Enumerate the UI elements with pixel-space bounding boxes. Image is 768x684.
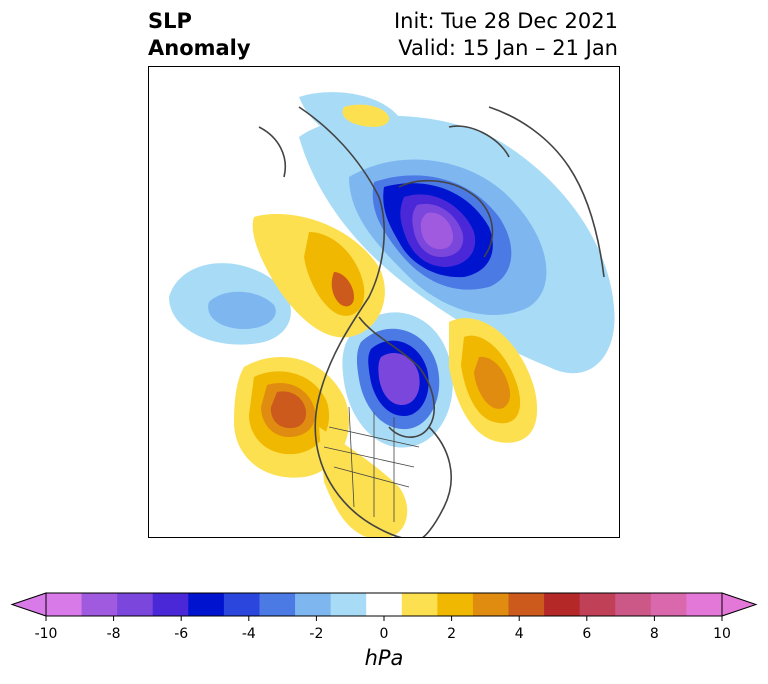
colorbar-bin [544,593,581,616]
colorbar-units: hPa [364,646,404,670]
colorbar-tick-label: -8 [106,626,121,642]
colorbar-bin [579,593,616,616]
colorbar-tick-label: 10 [713,626,731,642]
colorbar-bin [152,593,189,616]
colorbar-tick-label: 6 [582,626,592,642]
colorbar-bin [81,593,118,616]
colorbar-bin [223,593,260,616]
title-line-1: SLP [148,9,192,33]
colorbar-bin [508,593,545,616]
colorbar-tick-label: 2 [447,626,457,642]
colorbar-bin [686,593,723,616]
colorbar-tick-label: -6 [174,626,189,642]
colorbar-tick-label: 4 [514,626,524,642]
colorbar-tick-label: -4 [241,626,256,642]
west-coast-high-anomaly [234,357,408,537]
canada-high-anomaly [252,104,390,338]
colorbar-tick-label: 8 [649,626,659,642]
colorbar-tick-label: 0 [379,626,389,642]
colorbar-graphic [10,592,758,621]
title-line-2: Anomaly [148,36,251,60]
run-info: Init: Tue 28 Dec 2021 Valid: 15 Jan – 21… [394,8,618,62]
colorbar [0,580,768,680]
anomaly-map [148,66,620,538]
colorbar-tick-label: -2 [309,626,324,642]
colorbar-bin [366,593,403,616]
colorbar-bin [259,593,296,616]
state-borders [323,406,420,522]
colorbar-bin [437,593,474,616]
colorbar-arrow-high [721,592,758,617]
colorbar-bin [295,593,332,616]
colorbar-bin [472,593,510,616]
map-title: SLP Anomaly [148,8,251,62]
colorbar-bin [650,593,687,616]
colorbar-bin [188,593,225,616]
pacific-low-anomaly [169,263,291,345]
colorbar-tick-label: -10 [34,626,58,642]
colorbar-arrow-low [10,592,47,617]
colorbar-bin [615,593,652,616]
colorbar-bin [401,593,438,616]
hudson-low-anomaly [342,312,453,448]
colorbar-bin [46,593,83,616]
valid-period: Valid: 15 Jan – 21 Jan [398,36,618,60]
coastlines [258,106,605,537]
map-canvas [169,92,615,537]
atlantic-high-anomaly [449,318,538,443]
colorbar-bin [117,593,154,616]
colorbar-bin [330,593,367,616]
init-time: Init: Tue 28 Dec 2021 [393,9,618,33]
